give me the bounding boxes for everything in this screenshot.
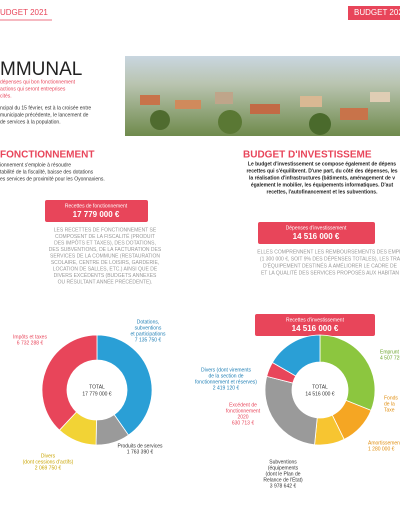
paragraph: la réalisation d'infrastructures (bâtime… — [249, 175, 395, 181]
intro-highlight: dépenses qui bon fonctionnement — [0, 79, 76, 85]
segment-value: 630 713 € — [232, 420, 254, 426]
donut-total-label: TOTAL — [312, 384, 328, 390]
donut-segment — [41, 334, 98, 431]
segment-value: 2 419 120 € — [213, 385, 240, 391]
box-label: Dépenses d'investissement — [286, 225, 347, 231]
paragraph: COMPOSENT DE LA FISCALITÉ (PRODUIT — [55, 233, 155, 240]
segment-label: (dont le Plan de — [265, 471, 300, 477]
paragraph: ionnement s'emploie à résoudre — [0, 162, 71, 168]
donut-segment — [271, 334, 321, 377]
segment-label: Relance de l'État) — [263, 476, 303, 483]
segment-label: de la — [384, 401, 395, 407]
segment-label: (équipements — [268, 465, 299, 471]
segment-label: Divers — [41, 453, 56, 459]
segment-value: 3 978 642 € — [270, 483, 297, 489]
segment-value: 6 732 288 € — [17, 340, 44, 346]
donut-total-label: TOTAL — [89, 384, 105, 390]
amount-box — [255, 314, 375, 336]
section-title: BUDGET D'INVESTISSEME — [243, 150, 372, 161]
paragraph: Le budget d'investissement se compose ég… — [248, 161, 396, 167]
paragraph: SERVICES DE LA COMMUNE (RESTAURATION — [50, 253, 160, 259]
paragraph: recettes, l'autofinancement et les subve… — [267, 189, 379, 195]
paragraph: DES SUBVENTIONS, DE LA FACTURATION DES — [49, 247, 162, 253]
box-amount: 17 779 000 € — [73, 210, 120, 219]
section-title: FONCTIONNEMENT — [0, 150, 94, 161]
paragraph: LES RECETTES DE FONCTIONNEMENT SE — [54, 227, 157, 233]
donut-total: 14 516 000 € — [305, 391, 334, 397]
segment-label: Excédent de — [229, 402, 257, 408]
segment-label: (dont cessions d'actifs) — [23, 459, 74, 465]
box-label: Recettes de fonctionnement — [65, 203, 128, 209]
segment-value: 7 135 750 € — [135, 337, 162, 343]
paragraph: D'ÉQUIPEMENT DESTINÉS À AMÉLIORER LE CAD… — [263, 262, 398, 269]
donut-segment — [264, 375, 318, 446]
header-badge — [348, 6, 400, 20]
amount-box — [45, 200, 148, 222]
segment-value: 4 507 725 € — [380, 355, 400, 361]
segment-label: fonctionnement — [226, 408, 261, 414]
box-amount: 14 516 000 € — [293, 232, 340, 241]
paragraph: OU RÉSULTANT ANNÉE PRÉCÉDENTE). — [58, 278, 153, 285]
paragraph: ELLES COMPRENNENT LES REMBOURSEMENTS DES… — [257, 249, 400, 255]
paragraph: recettes qui s'équilibrent. D'une part, … — [246, 168, 397, 174]
segment-label: de la section de — [208, 373, 243, 379]
segment-label: Amortissements — [368, 440, 400, 446]
segment-label: Subventions — [269, 459, 297, 465]
box-amount: 14 516 000 € — [292, 324, 339, 333]
intro-highlight: actions qui seront entreprises — [0, 86, 66, 92]
paragraph: DIVERS EXCÉDENTS (BUDGETS ANNEXES — [54, 272, 157, 279]
segment-label: Emprunt — [380, 349, 400, 355]
amount-box — [258, 222, 375, 244]
segment-label: Fonds — [384, 395, 398, 401]
intro-text: ncipal du 15 février, est à la croisée e… — [0, 105, 91, 111]
donut-segment — [96, 334, 153, 436]
segment-label: Divers (dont virements — [201, 367, 252, 373]
header-right: BUDGET 202 — [354, 8, 400, 17]
paragraph: ET LA QUALITÉ DES SERVICES PROPOSÉS AUX … — [261, 269, 399, 276]
segment-label: 2020 — [237, 414, 248, 420]
paragraph: également le mobilier, les équipements i… — [251, 182, 394, 188]
paragraph: (1 300 000 €, SOIT 9% DES DÉPENSES TOTAL… — [260, 255, 400, 262]
segment-label: fonctionnement et réserves) — [195, 379, 257, 385]
paragraph: tabilité de la fiscalité, baisse des dot… — [0, 169, 94, 175]
paragraph: DES IMPÔTS ET TAXES), DES DOTATIONS, — [54, 239, 156, 246]
segment-label: Taxe — [384, 407, 395, 413]
intro-title: MMUNAL — [0, 59, 82, 80]
intro-highlight: cités. — [0, 93, 12, 99]
segment-value: 1 763 390 € — [127, 449, 154, 455]
paragraph: es services de proximité pour les Oyonna… — [0, 176, 105, 182]
segment-value: 2 069 750 € — [35, 465, 62, 471]
segment-label: subventions — [135, 325, 162, 331]
segment-label: Produits de services — [117, 443, 163, 449]
segment-label: et participations — [130, 331, 166, 337]
segment-label: Dotations, — [137, 319, 160, 325]
photo — [125, 56, 400, 136]
header-left: UDGET 2021 — [0, 8, 48, 17]
paragraph: SCOLAIRE, CENTRE DE LOISIRS, GARDERIE, — [51, 260, 159, 266]
paragraph: LOCATION DE SALLES, ETC.) AINSI QUE DE — [53, 266, 158, 272]
donut-total: 17 779 000 € — [82, 391, 111, 397]
intro-text: municipale précédente, le lancement de — [0, 112, 89, 118]
intro-text: de services à la population. — [0, 119, 61, 125]
segment-label: Impôts et taxes — [13, 334, 47, 340]
box-label: Recettes d'investissement — [286, 317, 345, 323]
donut-segment — [319, 334, 376, 411]
segment-value: 1 280 000 € — [368, 446, 395, 452]
